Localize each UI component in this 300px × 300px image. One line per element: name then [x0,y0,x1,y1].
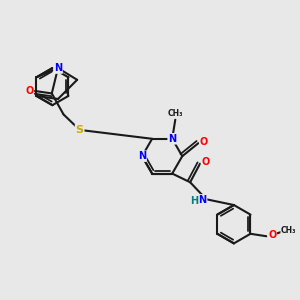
Text: H: H [190,196,198,206]
Text: N: N [168,134,176,144]
Text: O: O [268,230,276,240]
Text: S: S [76,125,84,135]
Text: N: N [138,151,146,161]
Text: N: N [54,63,62,73]
Text: CH₃: CH₃ [168,109,183,118]
Text: O: O [25,86,33,96]
Text: CH₃: CH₃ [281,226,297,235]
Text: O: O [202,157,210,167]
Text: N: N [198,195,207,205]
Text: O: O [200,137,208,147]
